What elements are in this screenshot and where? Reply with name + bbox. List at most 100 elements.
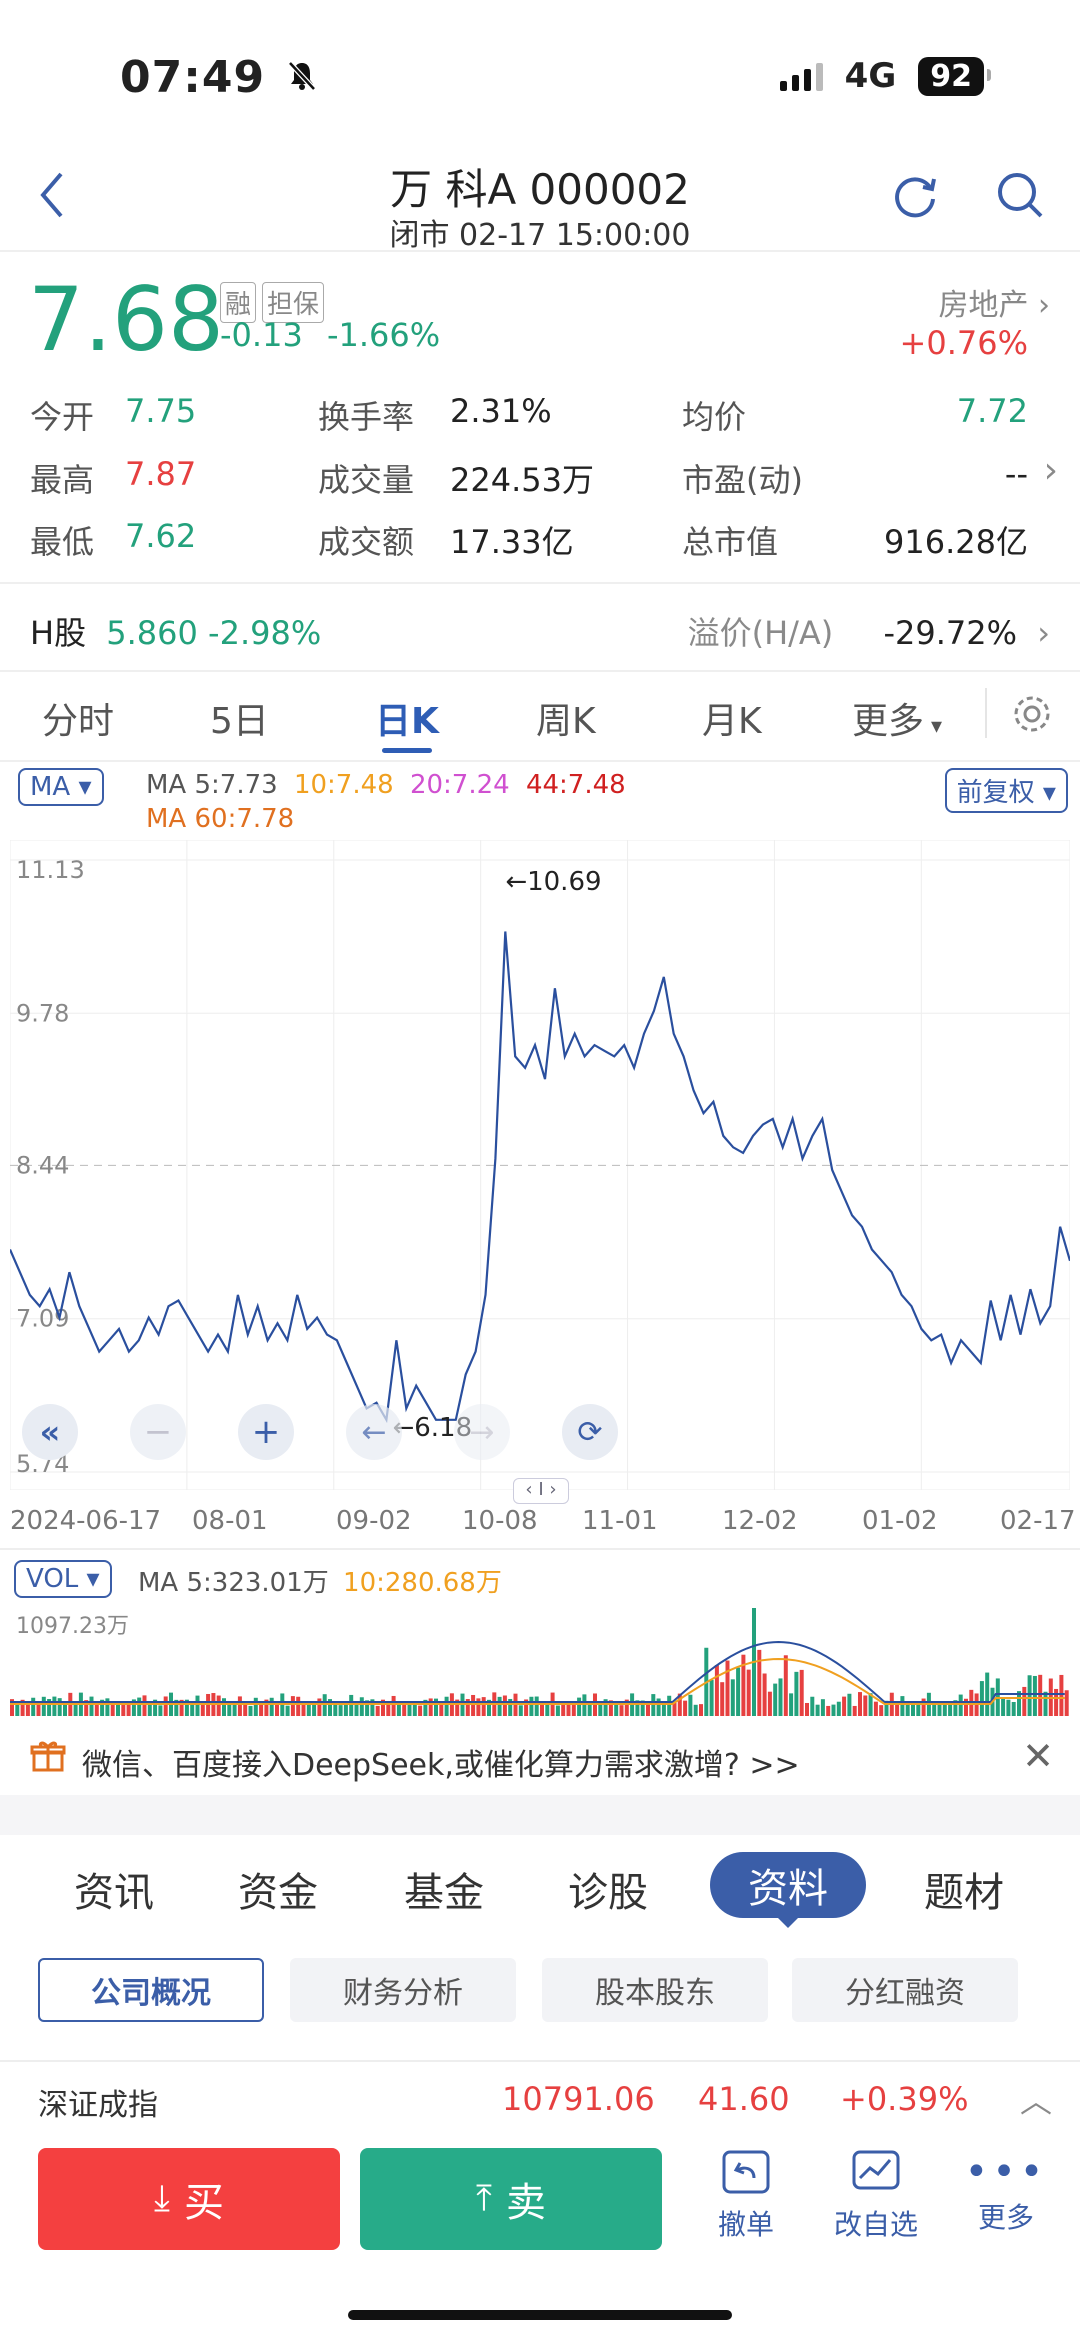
zoom-in-button[interactable]: + [238, 1404, 294, 1460]
volume-bar [243, 1702, 248, 1716]
sector-change: +0.76% [899, 324, 1028, 362]
sector-name: 房地产 [938, 288, 1029, 323]
max-annotation: ←10.69 [505, 867, 601, 897]
chevron-right-icon: › [1038, 288, 1050, 323]
tab-weekly-k[interactable]: 周K [536, 701, 596, 742]
tab-diagnosis[interactable]: 诊股 [568, 1870, 648, 1916]
cancel-order-button[interactable]: 撤单 [696, 2148, 796, 2243]
tab-profile[interactable]: 资料 [710, 1852, 866, 1918]
volume-label: 成交量 [318, 461, 415, 499]
volume-bar [36, 1702, 41, 1716]
buy-button[interactable]: ⤓ 买 [38, 2148, 340, 2250]
h-share-row[interactable]: H股 5.860 -2.98% [30, 608, 321, 654]
chevron-right-icon[interactable]: › [1043, 450, 1058, 491]
volume-bar [540, 1703, 544, 1716]
volume-bar [333, 1702, 338, 1716]
index-ticker[interactable]: 深证成指 10791.06 41.60 +0.39% ︿ [0, 2060, 1080, 2136]
sell-button[interactable]: ⤒ 卖 [360, 2148, 662, 2250]
tab-themes[interactable]: 题材 [924, 1870, 1004, 1916]
tab-5day[interactable]: 5日 [210, 701, 269, 742]
premium-value: -29.72% [883, 614, 1018, 652]
back-button[interactable] [22, 165, 82, 225]
volume-bar [1006, 1699, 1011, 1716]
tab-intraday[interactable]: 分时 [42, 701, 115, 742]
volume-chart[interactable] [10, 1606, 1070, 1718]
volume-bar [1043, 1691, 1048, 1716]
buy-label: 买 [183, 2180, 224, 2226]
volume-bar [121, 1704, 126, 1716]
volume-bar [20, 1699, 25, 1716]
volume-bar [227, 1701, 232, 1716]
ma-selector[interactable]: MA ▾ [18, 768, 104, 806]
tab-fund-holdings[interactable]: 基金 [404, 1870, 484, 1916]
subtab-shareholders[interactable]: 股本股东 [542, 1958, 768, 2022]
volume-bar [131, 1699, 136, 1716]
news-banner[interactable]: 微信、百度接入DeepSeek,或催化算力需求激增? >> ✕ [0, 1728, 1080, 1792]
volume-bar [1038, 1674, 1043, 1716]
volume-bar [773, 1683, 778, 1716]
market-status: 闭市 02-17 15:00:00 [389, 218, 691, 253]
volume-bar [942, 1701, 947, 1716]
tab-news[interactable]: 资讯 [74, 1870, 154, 1916]
subtab-dividends[interactable]: 分红融资 [792, 1958, 1018, 2022]
ma20-value: 20:7.24 [409, 770, 510, 800]
scroll-left-button[interactable]: « [22, 1404, 78, 1460]
volume-bar [391, 1695, 396, 1716]
tab-more[interactable]: 更多 ▾ [852, 692, 942, 744]
volume-bar [561, 1703, 566, 1716]
volume-bar [317, 1698, 322, 1716]
index-change: 41.60 [698, 2080, 790, 2118]
scroll-prev-button[interactable]: ← [346, 1404, 402, 1460]
x-tick-label: 01-02 [862, 1506, 938, 1536]
volume-bar [661, 1701, 666, 1716]
tab-daily-k[interactable]: 日K [375, 701, 439, 742]
divider [985, 688, 987, 738]
tab-funds[interactable]: 资金 [238, 1870, 318, 1916]
rotate-button[interactable]: ⟳ [562, 1404, 618, 1460]
chart-settings-button[interactable] [1010, 692, 1054, 740]
volume-bar [444, 1696, 449, 1716]
home-indicator [348, 2310, 732, 2320]
gift-icon [30, 1738, 66, 1778]
close-icon[interactable]: ✕ [1022, 1734, 1054, 1778]
vol-ma5: MA 5:323.01万 [138, 1568, 329, 1598]
premium-row[interactable]: 溢价(H/A) -29.72% › [688, 608, 1050, 654]
volume-bar [476, 1698, 481, 1716]
volume-bar [524, 1699, 529, 1716]
adjust-selector[interactable]: 前复权 ▾ [944, 768, 1068, 813]
chevron-up-icon[interactable]: ︿ [1019, 2082, 1052, 2120]
zoom-out-button[interactable]: − [130, 1404, 186, 1460]
sector-link[interactable]: 房地产 › +0.76% [900, 280, 1050, 362]
volume-bar [1001, 1698, 1006, 1716]
edit-watchlist-button[interactable]: 改自选 [826, 2148, 926, 2243]
subtab-company-overview[interactable]: 公司概况 [38, 1958, 264, 2022]
volume-bar [778, 1678, 783, 1716]
refresh-button[interactable] [885, 165, 945, 225]
more-button[interactable]: ••• 更多 [956, 2148, 1056, 2236]
tag-group: 融 担保 [220, 282, 325, 323]
vol-selector[interactable]: VOL ▾ [14, 1560, 112, 1598]
volume-bar [979, 1681, 984, 1716]
tab-monthly-k[interactable]: 月K [702, 701, 762, 742]
scroll-next-button[interactable]: → [454, 1404, 510, 1460]
margin-tag: 融 [220, 282, 257, 323]
volume-bar [683, 1700, 688, 1716]
high-label: 最高 [30, 461, 95, 499]
price-chart[interactable]: 11.139.788.447.095.74←10.69←6.18 [10, 840, 1070, 1490]
guarantee-tag: 担保 [262, 282, 325, 323]
volume-bar [349, 1694, 354, 1716]
volume-bar [831, 1704, 836, 1716]
volume-bar [529, 1696, 534, 1716]
volume-bar [481, 1697, 486, 1716]
more-label: 更多 [977, 2201, 1034, 2234]
y-tick-label: 9.78 [16, 999, 69, 1027]
h-share-label: H股 [30, 614, 87, 652]
subtab-financial-analysis[interactable]: 财务分析 [290, 1958, 516, 2022]
volume-bar [571, 1701, 576, 1716]
refresh-icon [895, 177, 936, 218]
turnover-value: 2.31% [450, 392, 552, 430]
volume-bar [216, 1695, 221, 1716]
search-button[interactable] [990, 165, 1050, 225]
volume-bar [370, 1699, 375, 1716]
range-handle-icon[interactable]: ‹ I › [513, 1478, 569, 1504]
